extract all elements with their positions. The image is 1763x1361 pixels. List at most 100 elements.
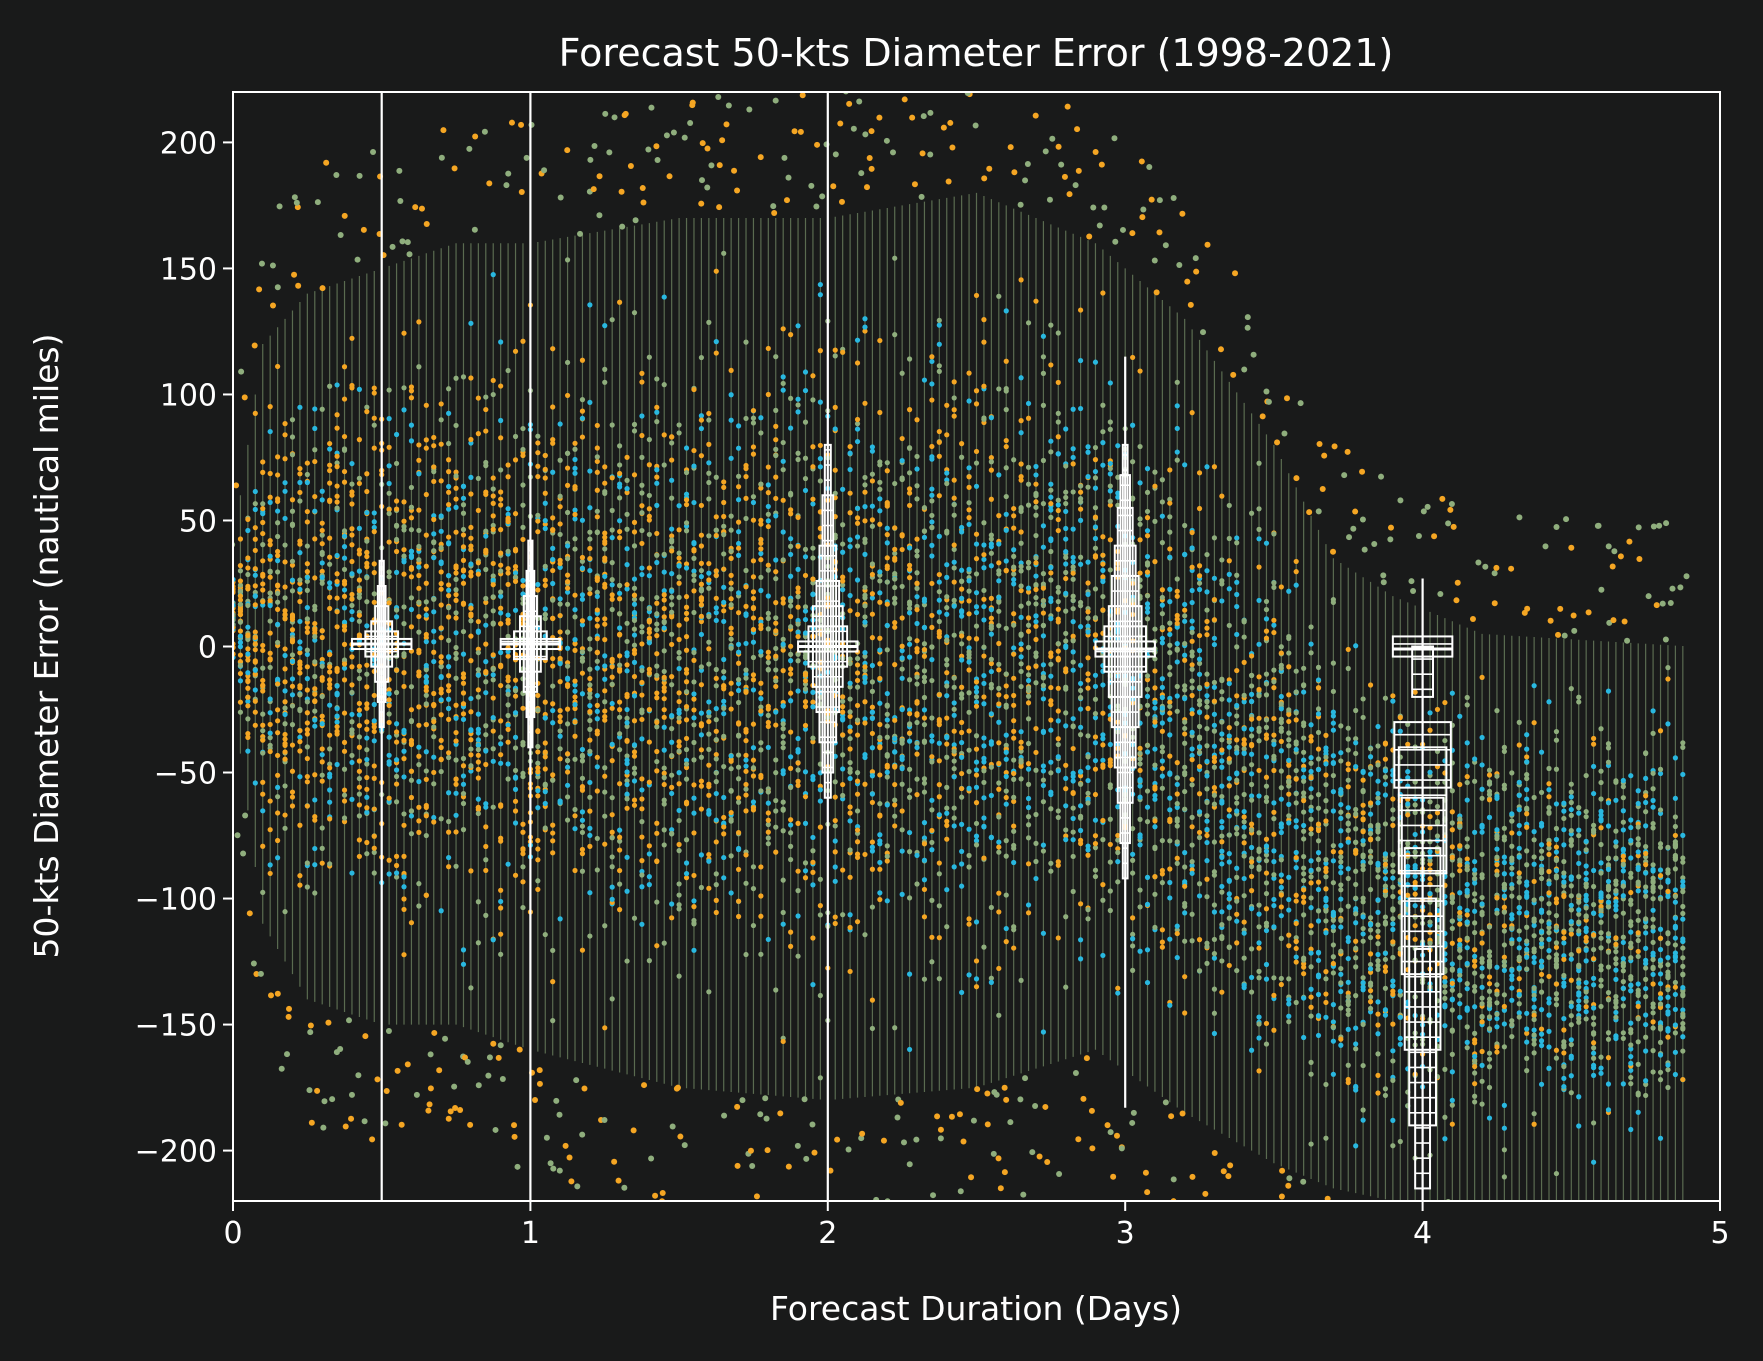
scatter-point xyxy=(594,529,600,535)
scatter-point xyxy=(319,574,325,580)
scatter-point xyxy=(765,626,771,632)
scatter-point xyxy=(810,464,816,470)
scatter-point xyxy=(944,470,950,476)
scatter-point xyxy=(490,582,496,588)
scatter-point xyxy=(252,525,258,531)
scatter-point xyxy=(371,845,377,851)
scatter-point xyxy=(929,580,935,587)
scatter-point xyxy=(364,409,370,415)
scatter-outlier xyxy=(677,1133,684,1140)
scatter-point xyxy=(275,498,281,505)
scatter-outlier xyxy=(746,106,753,113)
scatter-point xyxy=(282,721,288,727)
scatter-point xyxy=(542,931,548,938)
scatter-point xyxy=(654,663,660,669)
scatter-point xyxy=(446,654,452,660)
scatter-point xyxy=(386,761,392,767)
scatter-point xyxy=(788,817,794,823)
scatter-point xyxy=(1092,359,1099,365)
scatter-point xyxy=(617,881,623,887)
scatter-point xyxy=(282,731,288,738)
scatter-point xyxy=(490,672,496,678)
scatter-point xyxy=(1092,711,1099,717)
scatter-point xyxy=(490,577,496,583)
scatter-point xyxy=(289,683,296,689)
scatter-point xyxy=(810,444,816,450)
scatter-point xyxy=(728,706,734,712)
scatter-point xyxy=(639,707,645,713)
scatter-point xyxy=(579,618,586,624)
scatter-point xyxy=(973,689,980,695)
scatter-point xyxy=(297,706,303,712)
scatter-point xyxy=(371,728,377,735)
scatter-point xyxy=(1040,602,1047,609)
scatter-point xyxy=(364,761,370,767)
scatter-point xyxy=(750,805,757,811)
scatter-outlier xyxy=(1022,1075,1029,1082)
scatter-point xyxy=(936,533,942,539)
scatter-point xyxy=(327,594,333,600)
scatter-point xyxy=(260,599,266,605)
scatter-point xyxy=(854,808,861,814)
scatter-point xyxy=(327,861,333,867)
scatter-point xyxy=(371,390,377,396)
scatter-point xyxy=(639,454,645,460)
scatter-point xyxy=(854,416,861,423)
scatter-point xyxy=(951,379,957,385)
scatter-outlier xyxy=(837,120,844,127)
scatter-point xyxy=(906,849,913,855)
scatter-point xyxy=(884,774,890,780)
scatter-point xyxy=(780,1038,786,1045)
scatter-point xyxy=(304,519,310,525)
scatter-point xyxy=(654,419,660,425)
scatter-point xyxy=(267,542,273,548)
scatter-point xyxy=(498,760,504,766)
scatter-outlier xyxy=(731,167,738,174)
scatter-point xyxy=(460,502,467,508)
scatter-point xyxy=(408,684,415,690)
scatter-point xyxy=(661,696,667,702)
scatter-point xyxy=(780,799,786,805)
scatter-point xyxy=(542,500,548,506)
scatter-point xyxy=(780,828,786,834)
scatter-point xyxy=(683,594,690,600)
scatter-point xyxy=(423,667,429,673)
scatter-point xyxy=(646,635,652,641)
scatter-point xyxy=(260,530,266,537)
scatter-point xyxy=(661,775,667,781)
scatter-point xyxy=(1040,662,1047,668)
scatter-point xyxy=(453,655,459,662)
scatter-outlier xyxy=(556,1111,563,1118)
scatter-point xyxy=(854,677,861,684)
scatter-point xyxy=(802,726,809,732)
scatter-point xyxy=(475,746,481,753)
scatter-point xyxy=(252,593,258,599)
scatter-outlier xyxy=(333,172,340,179)
scatter-point xyxy=(341,544,348,550)
scatter-point xyxy=(237,659,244,665)
scatter-point xyxy=(587,567,593,574)
scatter-point xyxy=(676,422,682,428)
scatter-point xyxy=(773,709,779,715)
scatter-point xyxy=(431,609,437,615)
scatter-point xyxy=(750,799,757,805)
scatter-point xyxy=(594,692,600,699)
scatter-point xyxy=(587,794,593,800)
scatter-outlier xyxy=(1101,204,1108,211)
scatter-outlier xyxy=(900,1139,907,1146)
scatter-point xyxy=(386,387,392,393)
scatter-outlier xyxy=(949,144,956,151)
scatter-point xyxy=(788,490,794,497)
scatter-outlier xyxy=(360,226,367,233)
scatter-point xyxy=(713,572,719,578)
scatter-outlier xyxy=(990,1150,997,1157)
scatter-point xyxy=(773,667,779,673)
scatter-point xyxy=(795,589,801,595)
scatter-point xyxy=(959,848,965,855)
scatter-point xyxy=(579,746,586,753)
scatter-point xyxy=(386,463,392,469)
scatter-point xyxy=(810,834,816,841)
scatter-point xyxy=(602,708,608,714)
scatter-point xyxy=(341,665,348,671)
scatter-point xyxy=(944,611,950,617)
